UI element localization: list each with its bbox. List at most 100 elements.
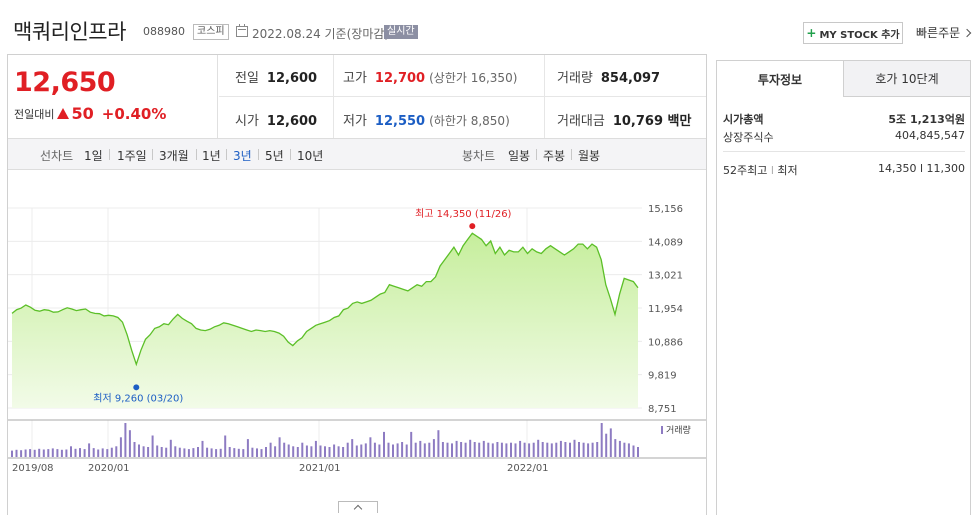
volume-bar <box>414 442 417 457</box>
period-3m[interactable]: 3개월 <box>159 149 189 163</box>
volume-bar <box>519 440 522 457</box>
realtime-button[interactable]: 실시간 <box>384 25 418 39</box>
y-tick-label: 9,819 <box>648 371 677 382</box>
volume-bar <box>237 448 240 457</box>
info-tabs: 투자정보 호가 10단계 <box>717 61 970 97</box>
volume-bar <box>242 449 245 457</box>
volume-bar <box>401 442 404 457</box>
high-price: 고가 12,700 (상한가 16,350) <box>343 67 517 86</box>
volume-bar <box>392 444 394 457</box>
candle-daily[interactable]: 일봉 <box>508 149 531 163</box>
volume-bar <box>410 431 413 457</box>
tab-investment-info[interactable]: 투자정보 <box>717 61 844 97</box>
y-tick-label: 8,751 <box>648 404 677 415</box>
period-10y[interactable]: 10년 <box>297 149 324 163</box>
volume-bar <box>110 447 113 457</box>
candle-monthly[interactable]: 월봉 <box>578 149 601 163</box>
price-change: 전일대비 50 +0.40% <box>14 104 166 123</box>
volume-bar <box>500 442 503 457</box>
volume-bar <box>632 445 635 457</box>
prev-close-value: 12,600 <box>266 71 318 86</box>
divider <box>536 149 537 160</box>
week52-high-label: 52주최고 <box>723 164 768 177</box>
candle-weekly[interactable]: 주봉 <box>543 149 566 163</box>
volume-bar <box>292 446 295 457</box>
volume-legend-label: 거래량 <box>666 424 691 436</box>
volume-bar <box>387 442 390 457</box>
add-my-stock-button[interactable]: + MY STOCK 추가 <box>803 22 903 44</box>
period-1y[interactable]: 1년 <box>202 149 221 163</box>
volume-bar <box>228 447 231 457</box>
volume-bar <box>97 449 100 457</box>
volume-bar <box>183 448 186 457</box>
quick-order-button[interactable]: 빠른주문 <box>916 24 972 41</box>
volume-bar <box>537 439 540 457</box>
volume-bar <box>569 442 571 457</box>
divider <box>226 149 227 160</box>
volume-bar <box>510 442 512 457</box>
tab-order-book[interactable]: 호가 10단계 <box>844 61 970 97</box>
volume-bar <box>478 442 481 457</box>
extreme-markers: 최고 14,350 (11/26) 최저 9,260 (03/20) <box>93 208 511 404</box>
volume-bar <box>165 447 168 457</box>
price-chart[interactable]: 15,156 14,089 13,021 11,954 10,886 9,819 8,751… <box>8 171 706 515</box>
volume-bar <box>178 447 181 457</box>
trade-amount-value: 10,769 백만 <box>612 114 692 129</box>
volume-bar <box>174 446 177 457</box>
volume-bar <box>42 449 45 457</box>
volume-bar <box>20 450 23 457</box>
prev-close-label: 전일 <box>235 71 259 86</box>
volume-bar <box>47 449 50 457</box>
volume-bar <box>618 440 621 457</box>
calendar-icon <box>236 24 248 37</box>
volume-bar <box>487 442 490 457</box>
y-tick-label: 14,089 <box>648 237 683 248</box>
volume-bar <box>269 442 272 457</box>
up-triangle-icon <box>57 108 70 119</box>
y-tick-label: 13,021 <box>648 271 683 282</box>
price-area <box>12 233 638 408</box>
low-value: 12,550 <box>374 114 426 129</box>
quick-order-label: 빠른주문 <box>916 26 961 40</box>
volume-bar <box>310 446 313 457</box>
volume-bar <box>419 440 422 457</box>
price-summary: 12,650 전일대비 50 +0.40% <box>8 55 218 138</box>
chart-toolbar: 선차트 1일 1주일 3개월 1년 3년 5년 10년 봉차트 일봉 주봉 월봉 <box>8 138 706 170</box>
volume-bar <box>582 442 585 457</box>
period-3y[interactable]: 3년 <box>233 149 252 163</box>
current-price: 12,650 <box>14 67 116 98</box>
volume-bar <box>151 435 154 457</box>
max-label: 최고 14,350 (11/26) <box>415 208 511 220</box>
collapse-chart-button[interactable] <box>338 501 378 514</box>
volume-bar <box>233 448 236 457</box>
trade-amount-label: 거래대금 <box>557 114 605 129</box>
period-1w[interactable]: 1주일 <box>117 149 147 163</box>
period-1d[interactable]: 1일 <box>84 149 103 163</box>
stock-main-panel: 12,650 전일대비 50 +0.40% 전일 12,600 고가 12,700(… <box>7 54 707 515</box>
high-value: 12,700 <box>374 71 426 86</box>
volume-bar <box>119 437 122 457</box>
volume-bar <box>446 442 449 457</box>
volume-bar <box>591 442 594 457</box>
listed-shares-value: 404,845,547 <box>895 129 965 142</box>
volume-bar <box>15 449 18 457</box>
market-badge: 코스피 <box>193 24 229 40</box>
chevron-right-icon <box>962 28 972 37</box>
volume-bar <box>600 423 603 457</box>
volume-bar <box>469 439 472 457</box>
open-label: 시가 <box>235 114 259 129</box>
volume-bar <box>605 433 608 457</box>
period-5y[interactable]: 5년 <box>265 149 284 163</box>
divider <box>258 149 259 160</box>
volume-bar <box>79 448 81 457</box>
volume: 거래량 854,097 <box>557 67 660 86</box>
separator: l <box>770 164 774 177</box>
volume-bar <box>337 446 340 457</box>
volume-bar <box>550 443 553 457</box>
x-tick-label: 2021/01 <box>299 463 341 474</box>
volume-bar <box>246 439 249 457</box>
volume-label: 거래량 <box>557 71 593 86</box>
volume-bar <box>169 439 172 457</box>
volume-bar <box>83 449 86 457</box>
volume-bar <box>342 447 345 457</box>
